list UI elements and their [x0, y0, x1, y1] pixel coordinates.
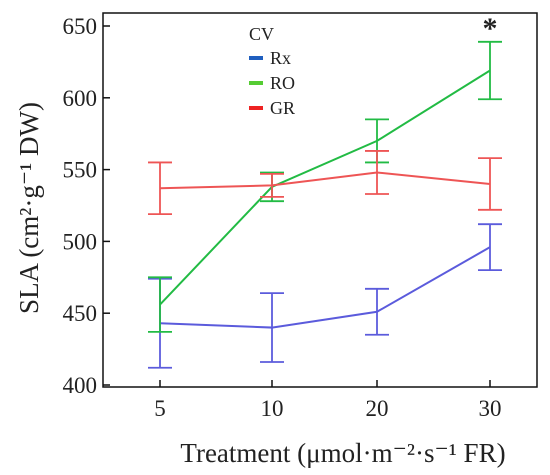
plot-area: [102, 12, 538, 388]
x-tick-label: 20: [366, 396, 389, 421]
y-axis-title: SLA (cm²·g⁻¹ DW): [14, 102, 44, 314]
plot-frame: [102, 12, 538, 388]
series-line-ro: [159, 69, 491, 306]
significance-marker: *: [483, 12, 498, 45]
annotation-layer: *: [483, 12, 498, 45]
legend-label-gr: GR: [270, 98, 295, 118]
y-tick-label: 450: [63, 301, 98, 326]
x-axis: 5 10 20 30: [154, 380, 502, 421]
legend-label-rx: Rx: [270, 48, 291, 68]
x-tick-label: 10: [261, 396, 284, 421]
series-line-rx: [159, 246, 491, 329]
legend-title: CV: [249, 24, 274, 44]
x-axis-title: Treatment (μmol·m⁻²·s⁻¹ FR): [180, 438, 505, 468]
x-tick-label: 30: [479, 396, 502, 421]
y-tick-label: 400: [63, 373, 98, 398]
series-gr: [148, 150, 502, 216]
y-axis: 400 450 500 550 600 650: [63, 14, 110, 398]
series-line-gr: [159, 171, 491, 190]
y-tick-label: 650: [63, 14, 98, 39]
y-tick-label: 600: [63, 86, 98, 111]
y-tick-label: 500: [63, 229, 98, 254]
y-tick-label: 550: [63, 158, 98, 183]
series-layer: [148, 40, 502, 369]
x-tick-label: 5: [154, 396, 166, 421]
legend-label-ro: RO: [270, 73, 295, 93]
series-rx: [148, 223, 502, 369]
legend: CV Rx RO GR: [249, 24, 295, 118]
